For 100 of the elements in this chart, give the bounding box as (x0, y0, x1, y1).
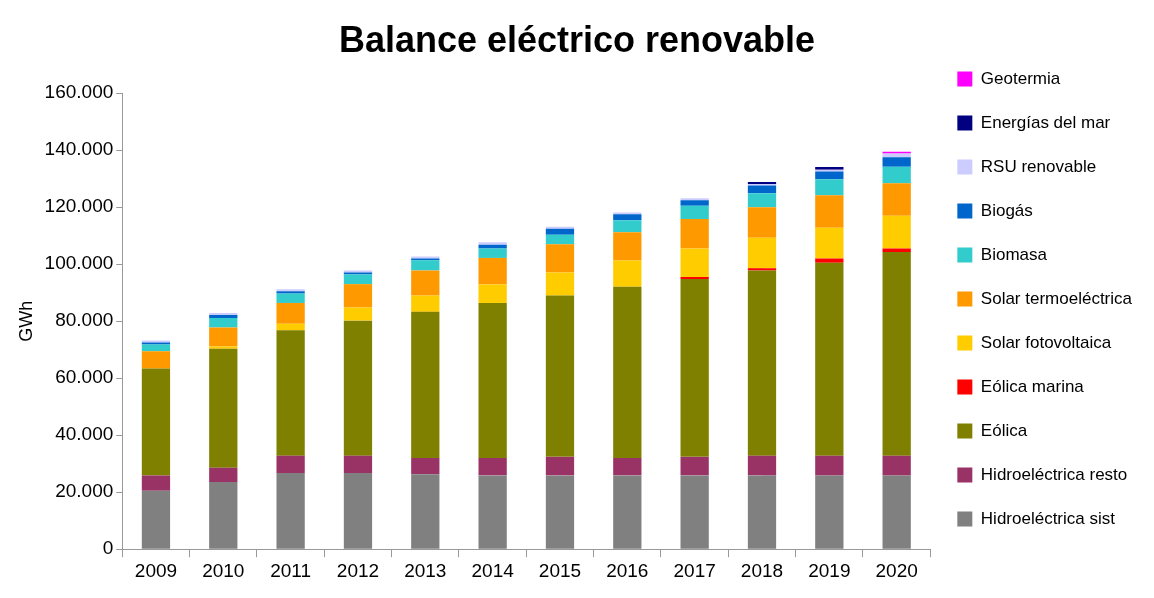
bar (747, 207, 777, 238)
bar (815, 171, 844, 180)
bar (815, 258, 844, 263)
bar (613, 260, 642, 287)
bar (545, 228, 575, 235)
y-tick-label: 20.000 (55, 480, 114, 502)
bar (747, 185, 777, 194)
bar (747, 237, 777, 269)
bar (478, 244, 507, 249)
legend-label: Solar fotovoltaica (980, 332, 1112, 352)
bar (747, 475, 777, 549)
bar (882, 215, 911, 249)
bar (613, 286, 642, 458)
bar (680, 205, 709, 219)
legend-label: Biogás (980, 200, 1033, 220)
bar (680, 279, 709, 457)
bar (815, 262, 844, 456)
bar (343, 320, 373, 456)
bar (411, 458, 440, 475)
legend-label: Hidroeléctrica sist (980, 508, 1116, 528)
bar (680, 218, 709, 249)
x-tick-label: 2015 (538, 559, 582, 581)
bar (680, 248, 709, 278)
bar (478, 248, 507, 258)
x-tick-label: 2009 (134, 559, 178, 581)
bar (276, 330, 305, 456)
bar (545, 272, 575, 296)
legend-label: Hidroeléctrica resto (980, 464, 1128, 484)
bar (209, 327, 238, 347)
bar (209, 318, 238, 328)
bar (343, 274, 373, 285)
y-tick-label: 120.000 (44, 195, 114, 217)
legend-label: Eólica marina (980, 376, 1085, 396)
bar (545, 295, 575, 457)
legend-label: Energías del mar (980, 112, 1111, 132)
bar (411, 474, 440, 549)
bar (747, 193, 777, 208)
y-axis-title: GWh (15, 300, 36, 342)
legend-label: Eólica (980, 420, 1028, 440)
bar (680, 277, 709, 280)
bar (141, 475, 171, 491)
x-tick-label: 2014 (471, 559, 515, 581)
bar (276, 323, 305, 331)
x-tick-label: 2012 (336, 559, 380, 581)
chart-title: Balance eléctrico renovable (338, 18, 816, 60)
bar (478, 284, 507, 303)
bar (276, 455, 305, 474)
bar (680, 200, 709, 206)
bar (882, 475, 911, 549)
y-tick-label: 0 (102, 537, 114, 559)
bar (141, 368, 171, 476)
legend-label: Biomasa (980, 244, 1048, 264)
bar (478, 458, 507, 476)
bar (411, 295, 440, 312)
y-tick-label: 60.000 (55, 366, 114, 388)
bar (680, 456, 709, 476)
bar (209, 467, 238, 482)
bar (882, 183, 911, 216)
bar (141, 351, 171, 369)
bar (815, 455, 844, 476)
bar (815, 227, 844, 259)
bar (613, 458, 642, 476)
bar (815, 179, 844, 196)
y-tick-label: 80.000 (55, 309, 114, 331)
y-tick-label: 100.000 (44, 252, 114, 274)
bar (815, 195, 844, 228)
bar (478, 475, 507, 549)
bar (747, 270, 777, 456)
bar (545, 244, 575, 273)
legend-label: Geotermia (980, 68, 1061, 88)
legend-label: RSU renovable (980, 156, 1097, 176)
bar (680, 475, 709, 549)
x-tick-label: 2017 (673, 559, 716, 581)
x-tick-label: 2013 (404, 559, 447, 581)
bar (545, 234, 575, 245)
bar (882, 455, 911, 476)
bar (343, 307, 373, 321)
bar (209, 481, 238, 549)
x-tick-label: 2020 (875, 559, 918, 581)
bar (141, 344, 171, 352)
bar (343, 455, 373, 474)
bar (343, 473, 373, 549)
bar (747, 455, 777, 476)
y-tick-label: 40.000 (55, 423, 114, 445)
x-tick-label: 2011 (270, 559, 312, 581)
legend-label: Solar termoeléctrica (980, 288, 1133, 308)
bar (276, 302, 305, 324)
bar (478, 302, 507, 458)
bar (613, 475, 642, 549)
bar (613, 214, 642, 221)
bar (478, 242, 507, 245)
bar (545, 456, 575, 476)
y-tick-label: 160.000 (44, 81, 114, 103)
x-tick-label: 2016 (606, 559, 649, 581)
x-tick-label: 2018 (740, 559, 784, 581)
bar (815, 475, 844, 549)
bar (276, 293, 305, 303)
bar (411, 270, 440, 296)
bar (882, 157, 911, 167)
bar (209, 348, 238, 468)
